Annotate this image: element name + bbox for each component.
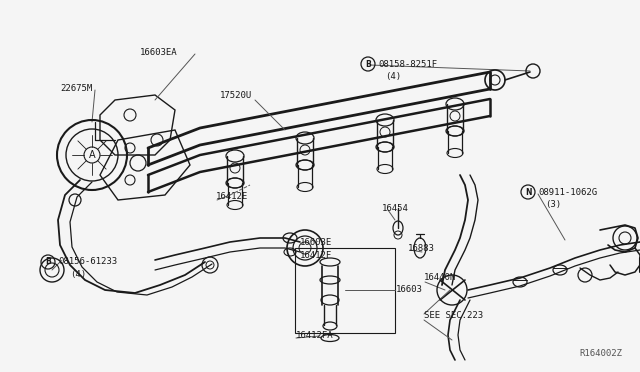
Bar [295,248,395,333]
Text: A: A [89,150,95,160]
Text: 08911-1062G: 08911-1062G [538,187,597,196]
Text: 16412FA: 16412FA [296,330,333,340]
Text: 08158-8251F: 08158-8251F [378,60,437,68]
Text: B: B [45,257,51,266]
Text: 16412F: 16412F [300,250,332,260]
Text: SEE SEC.223: SEE SEC.223 [424,311,483,321]
Text: (4): (4) [70,269,86,279]
Text: B: B [365,60,371,68]
Text: 16883: 16883 [408,244,435,253]
Text: R164002Z: R164002Z [579,349,622,358]
Text: 16603EA: 16603EA [140,48,178,57]
Text: 16440N: 16440N [424,273,456,282]
Text: 16603E: 16603E [300,237,332,247]
Text: 16412E: 16412E [216,192,248,201]
Text: 17520U: 17520U [220,90,252,99]
Text: (4): (4) [385,71,401,80]
Text: 16454: 16454 [382,203,409,212]
Text: (3): (3) [545,199,561,208]
Text: 08156-61233: 08156-61233 [58,257,117,266]
Text: N: N [525,187,531,196]
Text: 22675M: 22675M [60,83,92,93]
Text: 16603: 16603 [396,285,423,295]
